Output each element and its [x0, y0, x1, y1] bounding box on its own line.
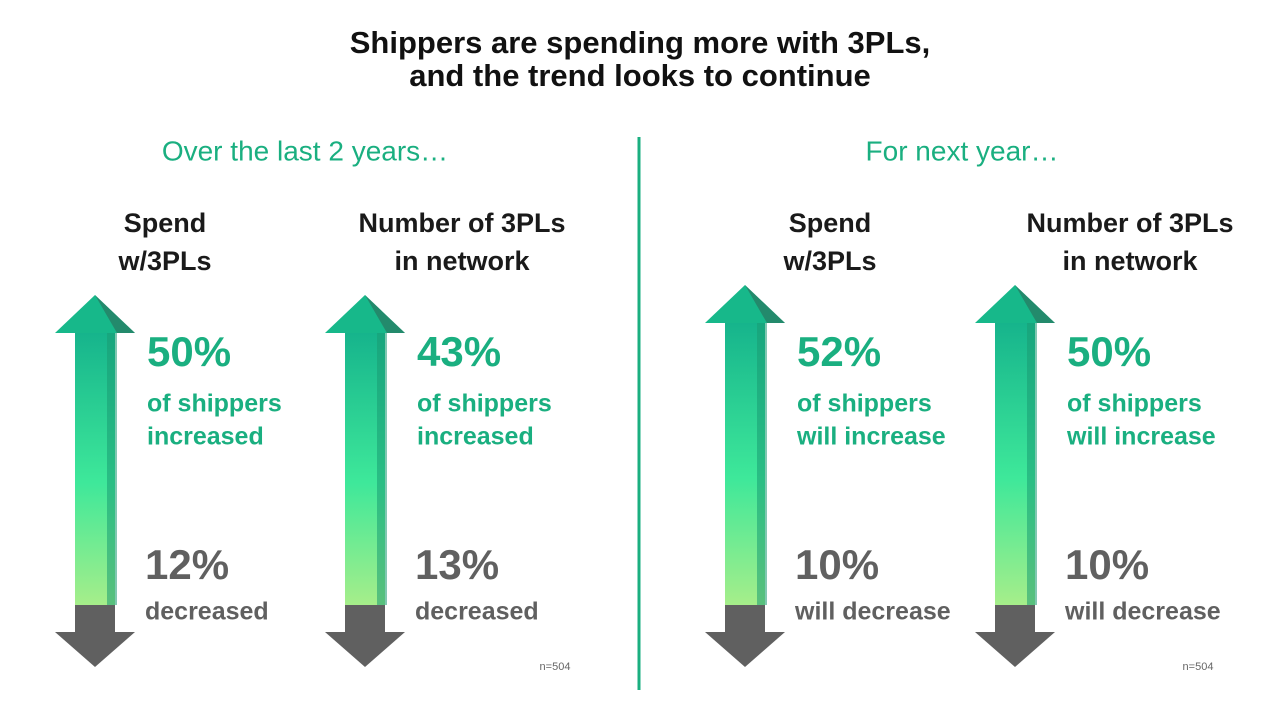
- arrow-down-head: [325, 632, 405, 667]
- decrease-text: will decrease: [794, 598, 951, 626]
- arrow-shade: [757, 323, 767, 605]
- decrease-pct: 10%: [1065, 541, 1149, 588]
- arrow-tail: [345, 605, 385, 632]
- decrease-pct: 12%: [145, 541, 229, 588]
- arrow-head-shade: [95, 295, 135, 333]
- increase-text: of shippers: [797, 390, 932, 418]
- panel-label: Spend: [789, 208, 872, 238]
- increase-text: of shippers: [1067, 390, 1202, 418]
- increase-pct: 50%: [147, 328, 231, 375]
- decrease-text: decreased: [145, 598, 269, 626]
- section-heading: For next year…: [866, 135, 1059, 166]
- increase-text: will increase: [1066, 423, 1216, 451]
- arrow-down-head: [705, 632, 785, 667]
- arrow-down-head: [55, 632, 135, 667]
- panel-label: Number of 3PLs: [1026, 208, 1233, 238]
- decrease-pct: 13%: [415, 541, 499, 588]
- arrow-tail: [995, 605, 1035, 632]
- arrow-head-shade: [745, 285, 785, 323]
- title: and the trend looks to continue: [409, 58, 871, 93]
- decrease-text: will decrease: [1064, 598, 1221, 626]
- panel-label: w/3PLs: [782, 246, 876, 276]
- arrow-head-shade: [365, 295, 405, 333]
- increase-text: increased: [417, 423, 534, 451]
- increase-pct: 50%: [1067, 328, 1151, 375]
- increase-text: of shippers: [417, 390, 552, 418]
- panel-label: w/3PLs: [117, 246, 211, 276]
- arrow-tail: [725, 605, 765, 632]
- sample-note: n=504: [540, 661, 571, 673]
- arrow-shade: [1027, 323, 1037, 605]
- increase-pct: 52%: [797, 328, 881, 375]
- arrow-down-head: [975, 632, 1055, 667]
- increase-text: will increase: [796, 423, 946, 451]
- arrow-tail: [75, 605, 115, 632]
- panel-label: Number of 3PLs: [358, 208, 565, 238]
- decrease-pct: 10%: [795, 541, 879, 588]
- section-heading: Over the last 2 years…: [162, 135, 448, 166]
- panel-label: Spend: [124, 208, 207, 238]
- panel-label: in network: [1062, 246, 1198, 276]
- increase-pct: 43%: [417, 328, 501, 375]
- increase-text: of shippers: [147, 390, 282, 418]
- arrow-shade: [107, 333, 117, 605]
- title: Shippers are spending more with 3PLs,: [350, 25, 931, 60]
- decrease-text: decreased: [415, 598, 539, 626]
- sample-note: n=504: [1183, 661, 1214, 673]
- panel-label: in network: [394, 246, 530, 276]
- arrow-shade: [377, 333, 387, 605]
- arrow-head-shade: [1015, 285, 1055, 323]
- increase-text: increased: [147, 423, 264, 451]
